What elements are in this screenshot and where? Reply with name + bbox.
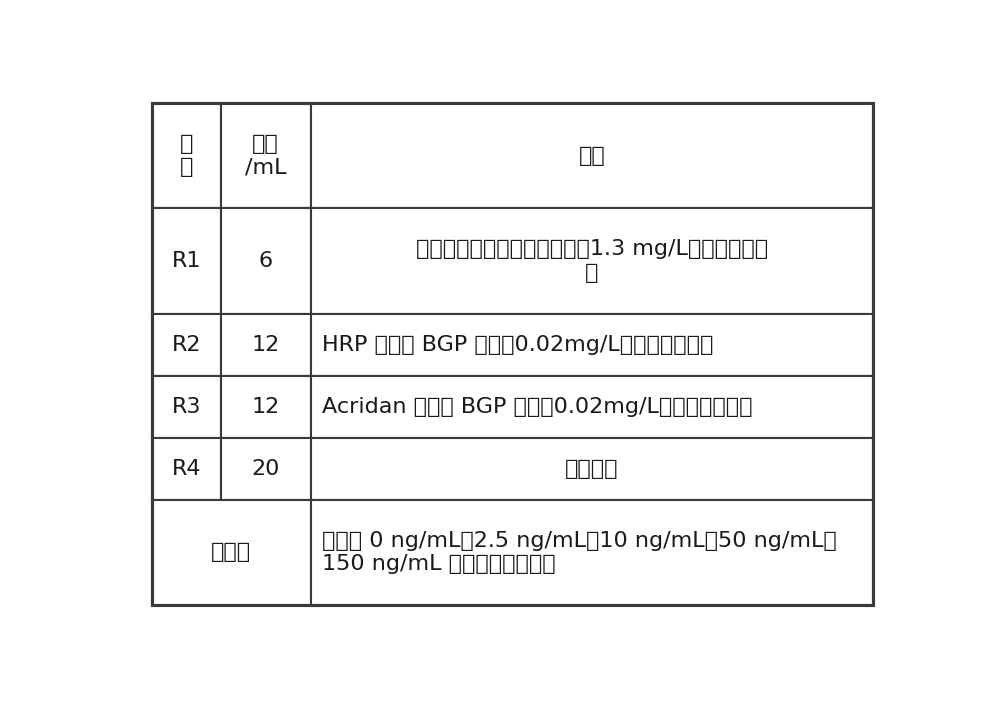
Bar xyxy=(152,314,221,376)
Text: 12: 12 xyxy=(252,397,280,416)
Bar xyxy=(152,376,221,437)
Text: 装量
/mL: 装量 /mL xyxy=(245,134,286,177)
Bar xyxy=(311,208,873,314)
Text: 12: 12 xyxy=(252,334,280,355)
Text: R2: R2 xyxy=(172,334,201,355)
Text: R3: R3 xyxy=(172,397,201,416)
Text: 名
称: 名 称 xyxy=(180,134,193,177)
Text: 标准品: 标准品 xyxy=(211,543,251,562)
Bar xyxy=(311,500,873,605)
Text: 浓度为 0 ng/mL、2.5 ng/mL、10 ng/mL、50 ng/mL、
150 ng/mL 的骨钓素抗原溶液: 浓度为 0 ng/mL、2.5 ng/mL、10 ng/mL、50 ng/mL、… xyxy=(322,531,837,574)
Bar xyxy=(221,437,311,500)
Bar xyxy=(152,437,221,500)
Text: 磁分离试剂，抗红细胞抗体（1.3 mg/L），第二缓冲
液: 磁分离试剂，抗红细胞抗体（1.3 mg/L），第二缓冲 液 xyxy=(416,240,768,283)
Bar xyxy=(311,103,873,208)
Bar xyxy=(311,314,873,376)
Bar xyxy=(221,103,311,208)
Bar xyxy=(152,103,221,208)
Text: HRP 标记的 BGP 单抗（0.02mg/L），第三缓冲液: HRP 标记的 BGP 单抗（0.02mg/L），第三缓冲液 xyxy=(322,334,714,355)
Bar xyxy=(311,376,873,437)
Text: 6: 6 xyxy=(259,251,273,271)
Text: 成分: 成分 xyxy=(578,146,605,165)
Bar xyxy=(152,500,311,605)
Bar xyxy=(152,208,221,314)
Text: Acridan 标记的 BGP 单抗（0.02mg/L），第四缓冲液: Acridan 标记的 BGP 单抗（0.02mg/L），第四缓冲液 xyxy=(322,397,753,416)
Text: R4: R4 xyxy=(172,458,201,479)
Text: 20: 20 xyxy=(251,458,280,479)
Bar xyxy=(221,314,311,376)
Bar xyxy=(221,208,311,314)
Bar xyxy=(311,437,873,500)
Text: 生理盐水: 生理盐水 xyxy=(565,458,619,479)
Bar xyxy=(221,376,311,437)
Text: R1: R1 xyxy=(172,251,201,271)
